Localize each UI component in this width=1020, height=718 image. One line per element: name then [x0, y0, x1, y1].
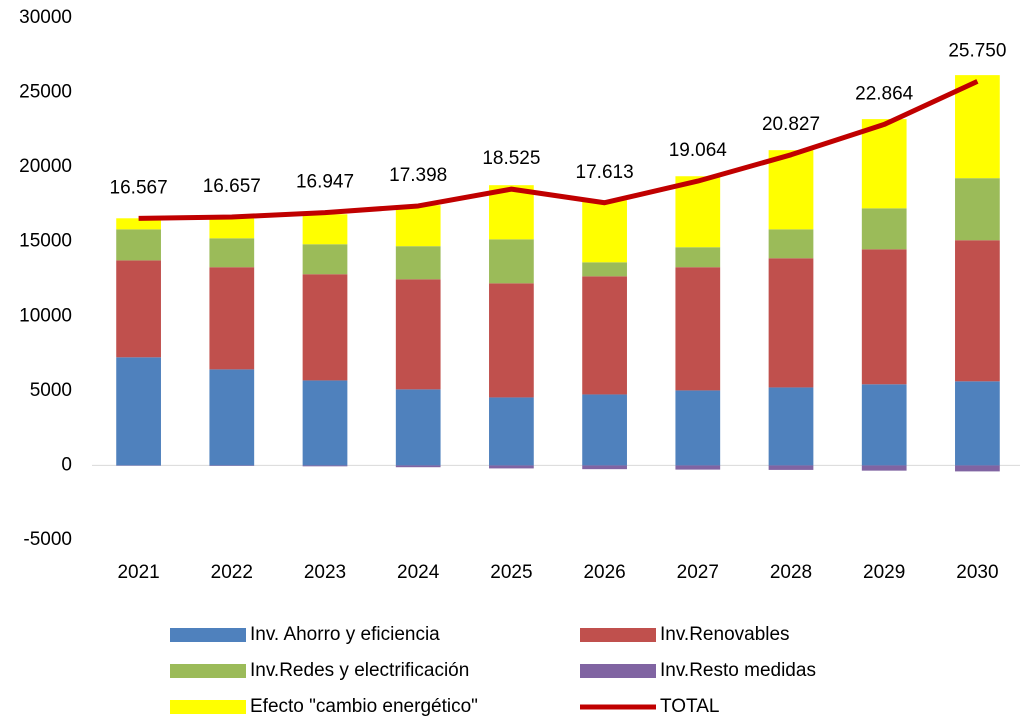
bar-segment: [955, 381, 1000, 466]
bar-segment: [675, 176, 721, 248]
bar-segment: [489, 239, 534, 284]
bar-segment: [582, 200, 627, 263]
data-label: 16.567: [110, 177, 168, 198]
bar-segment: [395, 389, 441, 466]
bar-segment: [768, 150, 814, 230]
y-tick-label: -5000: [23, 529, 72, 550]
data-label: 19.064: [669, 140, 728, 161]
bar-segment: [582, 394, 627, 466]
bar-segment: [861, 208, 907, 250]
x-tick-label: 2021: [117, 562, 159, 583]
x-tick-label: 2024: [397, 562, 440, 583]
bar-segment: [955, 75, 1000, 179]
bar-segment: [861, 119, 907, 209]
x-tick-label: 2026: [583, 562, 625, 583]
y-tick-label: 0: [61, 454, 72, 475]
x-tick-label: 2022: [211, 562, 253, 583]
x-tick-label: 2028: [770, 562, 812, 583]
x-tick-label: 2027: [677, 562, 719, 583]
total-line: [138, 79, 979, 221]
legend-swatch: [580, 628, 656, 642]
bar-segment: [675, 465, 721, 470]
bar-segment: [675, 267, 721, 391]
bar-segment: [768, 465, 814, 470]
data-label: 20.827: [762, 114, 820, 135]
bar-segment: [582, 262, 627, 277]
y-tick-label: 15000: [19, 231, 72, 252]
bar-segment: [395, 246, 441, 280]
legend-swatch: [580, 664, 656, 678]
legend-swatch: [170, 628, 246, 642]
y-tick-label: 20000: [19, 156, 72, 177]
legend-label: Inv.Redes y electrificación: [250, 660, 469, 681]
data-label: 16.657: [203, 176, 261, 197]
y-tick-label: 5000: [30, 380, 72, 401]
data-label: 22.864: [855, 83, 914, 104]
bar-segment: [955, 240, 1000, 382]
legend-swatch: [170, 700, 246, 714]
y-tick-label: 10000: [19, 305, 72, 326]
bar-segment: [489, 397, 534, 466]
x-tick-label: 2023: [304, 562, 346, 583]
bar-segment: [395, 465, 441, 468]
bar-segment: [861, 249, 907, 385]
bar-segment: [395, 205, 441, 247]
bar-segment: [768, 229, 814, 259]
bar-segment: [116, 218, 161, 230]
data-label: 25.750: [948, 40, 1006, 61]
bar-segment: [861, 465, 907, 471]
y-tick-label: 25000: [19, 82, 72, 103]
bar-segment: [302, 465, 348, 467]
bar-segment: [116, 229, 161, 261]
legend-swatch: [170, 664, 246, 678]
data-label: 16.947: [296, 172, 354, 193]
data-label: 17.398: [389, 165, 447, 186]
x-tick-label: 2029: [863, 562, 905, 583]
bar-segment: [209, 238, 255, 268]
x-tick-label: 2025: [490, 562, 532, 583]
bar-segment: [675, 247, 721, 268]
bar-segment: [955, 465, 1000, 472]
bar-segment: [116, 357, 161, 466]
bar-segment: [489, 465, 534, 469]
bar-segment: [302, 244, 348, 275]
bar-segment: [302, 214, 348, 245]
bar-segment: [582, 276, 627, 395]
bar-segment: [116, 260, 161, 358]
legend-label: Inv. Ahorro y eficiencia: [250, 624, 440, 645]
data-label: 18.525: [482, 148, 540, 169]
bar-segment: [582, 465, 627, 470]
bar-segment: [861, 384, 907, 466]
legend-label: Efecto "cambio energético": [250, 696, 478, 717]
data-label: 17.613: [576, 162, 634, 183]
bar-segment: [209, 216, 255, 239]
bar-segment: [209, 267, 255, 370]
bar-segment: [209, 369, 255, 466]
bar-segment: [395, 279, 441, 390]
bar-segment: [955, 178, 1000, 241]
legend-label: TOTAL: [660, 696, 719, 717]
bar-segment: [675, 390, 721, 466]
bar-segment: [768, 387, 814, 466]
bar-segment: [768, 258, 814, 388]
bar-segment: [302, 274, 348, 381]
bar-segment: [489, 283, 534, 398]
bar-segment: [302, 380, 348, 466]
legend-label: Inv.Renovables: [660, 624, 790, 645]
y-tick-label: 30000: [19, 7, 72, 28]
x-tick-label: 2030: [956, 562, 998, 583]
legend-label: Inv.Resto medidas: [660, 660, 816, 681]
